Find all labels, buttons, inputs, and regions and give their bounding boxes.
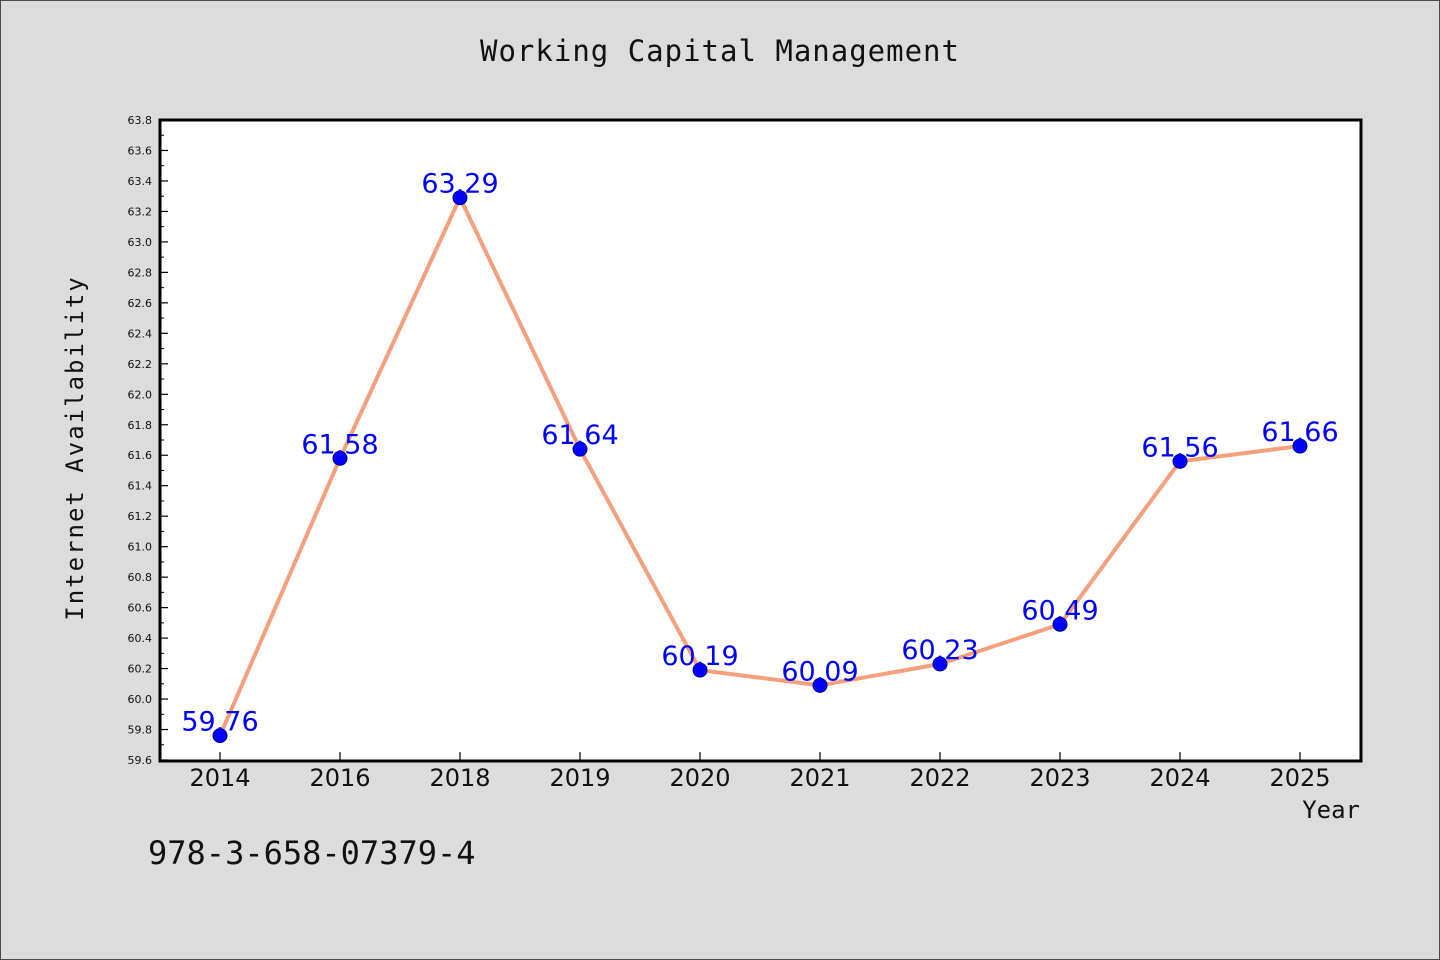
data-label: 60.19 xyxy=(661,641,738,672)
series-line xyxy=(218,195,1302,738)
y-axis: 59.6 59.8 60.0 60.2 60.4 60.6 60.8 61.0 61.2 61.4… xyxy=(128,114,168,767)
data-label: 63.29 xyxy=(421,169,498,200)
data-point xyxy=(1172,453,1188,469)
y-tick-label: 63.8 xyxy=(128,114,153,127)
x-axis-label: Year xyxy=(1302,796,1360,824)
data-label: 59.76 xyxy=(181,707,258,738)
data-point xyxy=(212,728,228,744)
data-label: 61.64 xyxy=(541,420,618,451)
x-tick-label: 2025 xyxy=(1269,764,1330,792)
x-tick-label: 2019 xyxy=(549,764,610,792)
y-tick-label: 63.2 xyxy=(128,205,153,218)
y-tick-label: 63.4 xyxy=(128,175,153,188)
y-tick-label: 60.6 xyxy=(128,602,153,615)
data-point xyxy=(452,190,468,206)
y-tick-label: 60.0 xyxy=(128,693,153,706)
y-tick-label: 60.2 xyxy=(128,663,153,676)
x-tick-label: 2018 xyxy=(429,764,490,792)
data-label: 60.49 xyxy=(1021,595,1098,626)
x-tick-label: 2023 xyxy=(1029,764,1090,792)
x-tick-label: 2014 xyxy=(189,764,250,792)
chart-title: Working Capital Management xyxy=(480,34,960,68)
y-tick-label: 62.4 xyxy=(128,327,153,340)
y-axis-label: Internet Availability xyxy=(61,275,89,621)
x-tick-label: 2022 xyxy=(909,764,970,792)
data-point xyxy=(572,441,588,457)
y-tick-label: 61.2 xyxy=(128,510,153,523)
data-label: 60.23 xyxy=(901,635,978,666)
data-point xyxy=(932,656,948,672)
y-tick-label: 63.0 xyxy=(128,236,153,249)
x-axis: 2014 2016 2018 2019 2020 2021 2022 2023 2024 2025 xyxy=(189,752,1331,792)
plot-area xyxy=(158,118,1363,763)
y-tick-label: 60.4 xyxy=(128,632,153,645)
y-tick-label: 60.8 xyxy=(128,571,153,584)
y-tick-label: 59.8 xyxy=(128,724,153,737)
data-label: 61.66 xyxy=(1261,417,1338,448)
data-label: 61.58 xyxy=(301,429,378,460)
data-point xyxy=(1052,616,1068,632)
x-tick-label: 2024 xyxy=(1149,764,1210,792)
data-point xyxy=(1292,438,1308,454)
y-tick-label: 62.0 xyxy=(128,388,153,401)
y-tick-label: 62.8 xyxy=(128,266,153,279)
data-point xyxy=(332,450,348,466)
isbn-text: 978-3-658-07379-4 xyxy=(148,834,476,872)
data-point xyxy=(812,677,828,693)
series-layer: 59.76 61.58 63.29 61.64 60.19 60.09 60.23 60.49… xyxy=(181,169,1339,744)
y-tick-label: 61.6 xyxy=(128,449,153,462)
x-tick-label: 2021 xyxy=(789,764,850,792)
y-tick-label: 62.6 xyxy=(128,297,153,310)
y-tick-label: 61.0 xyxy=(128,541,153,554)
y-tick-label: 61.4 xyxy=(128,480,153,493)
y-tick-label: 61.8 xyxy=(128,419,153,432)
data-point xyxy=(692,662,708,678)
x-tick-label: 2020 xyxy=(669,764,730,792)
data-label: 60.09 xyxy=(781,656,858,687)
y-tick-label: 59.6 xyxy=(128,754,153,767)
data-label: 61.56 xyxy=(1141,432,1218,463)
y-tick-label: 63.6 xyxy=(128,144,153,157)
x-tick-label: 2016 xyxy=(309,764,370,792)
y-tick-label: 62.2 xyxy=(128,358,153,371)
